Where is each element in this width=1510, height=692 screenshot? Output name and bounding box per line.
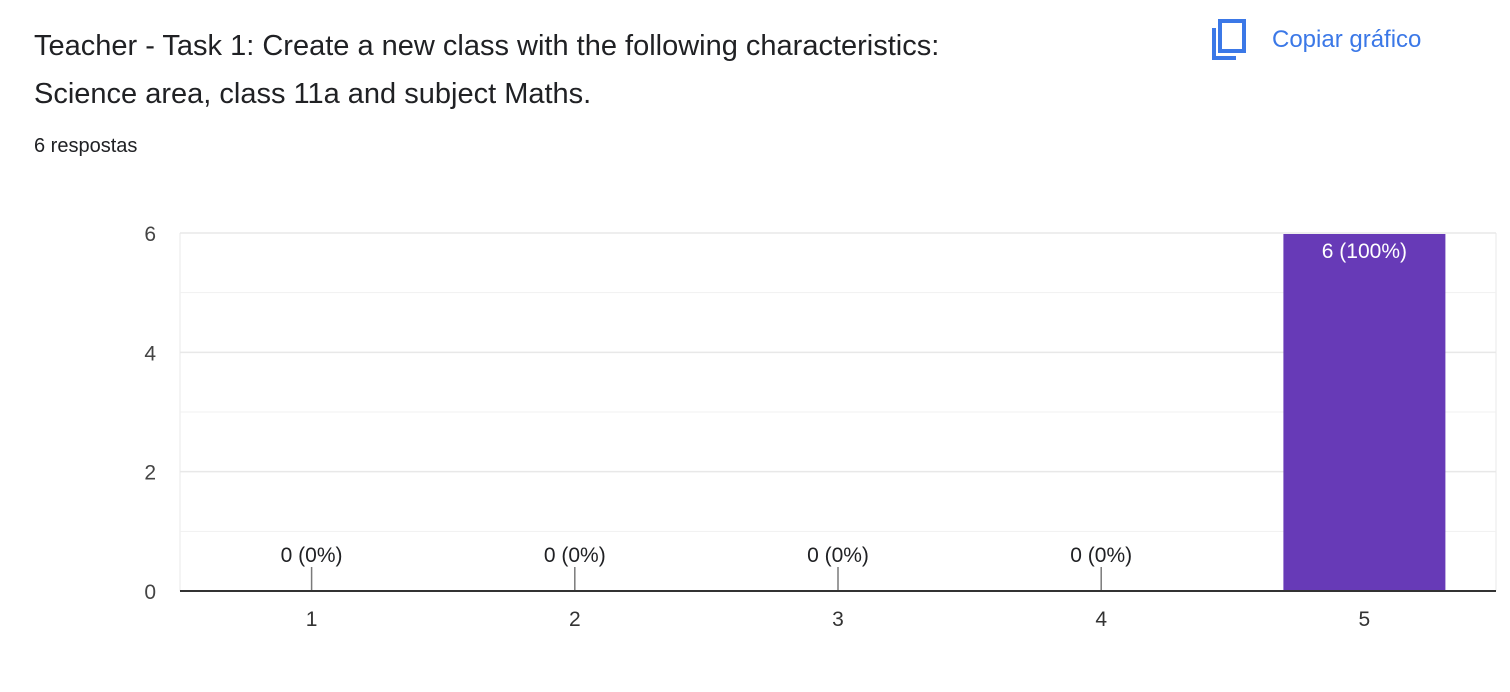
x-tick-label-3: 3 <box>832 608 844 631</box>
x-tick-label-1: 1 <box>306 608 318 631</box>
chart-title-line-2: Science area, class 11a and subject Math… <box>34 78 592 110</box>
x-tick-label-4: 4 <box>1095 608 1107 631</box>
chart-title-line-1: Teacher - Task 1: Create a new class wit… <box>34 30 940 62</box>
y-tick-label: 0 <box>144 581 156 604</box>
chart-title: Teacher - Task 1: Create a new class wit… <box>34 22 1154 118</box>
data-label-3: 0 (0%) <box>807 544 869 567</box>
copy-chart-label: Copiar gráfico <box>1272 26 1422 53</box>
copy-icon <box>1210 18 1248 62</box>
bar-chart: 0 2 4 6 0 (0%) 1 0 (0%) 2 0 (0%) 3 0 (0%) 4 6 (100%)… <box>144 223 1497 631</box>
data-label-1: 0 (0%) <box>281 544 343 567</box>
y-tick-label: 4 <box>144 342 156 365</box>
x-tick-label-5: 5 <box>1359 608 1371 631</box>
data-label-4: 0 (0%) <box>1070 544 1132 567</box>
data-label-2: 0 (0%) <box>544 544 606 567</box>
y-tick-label: 2 <box>144 462 156 485</box>
y-tick-label: 6 <box>144 223 156 246</box>
copy-chart-button[interactable]: Copiar gráfico <box>1210 17 1421 63</box>
x-tick-label-2: 2 <box>569 608 581 631</box>
data-label-5: 6 (100%) <box>1322 240 1407 263</box>
response-count: 6 respostas <box>34 135 138 157</box>
bar-5 <box>1283 234 1446 591</box>
